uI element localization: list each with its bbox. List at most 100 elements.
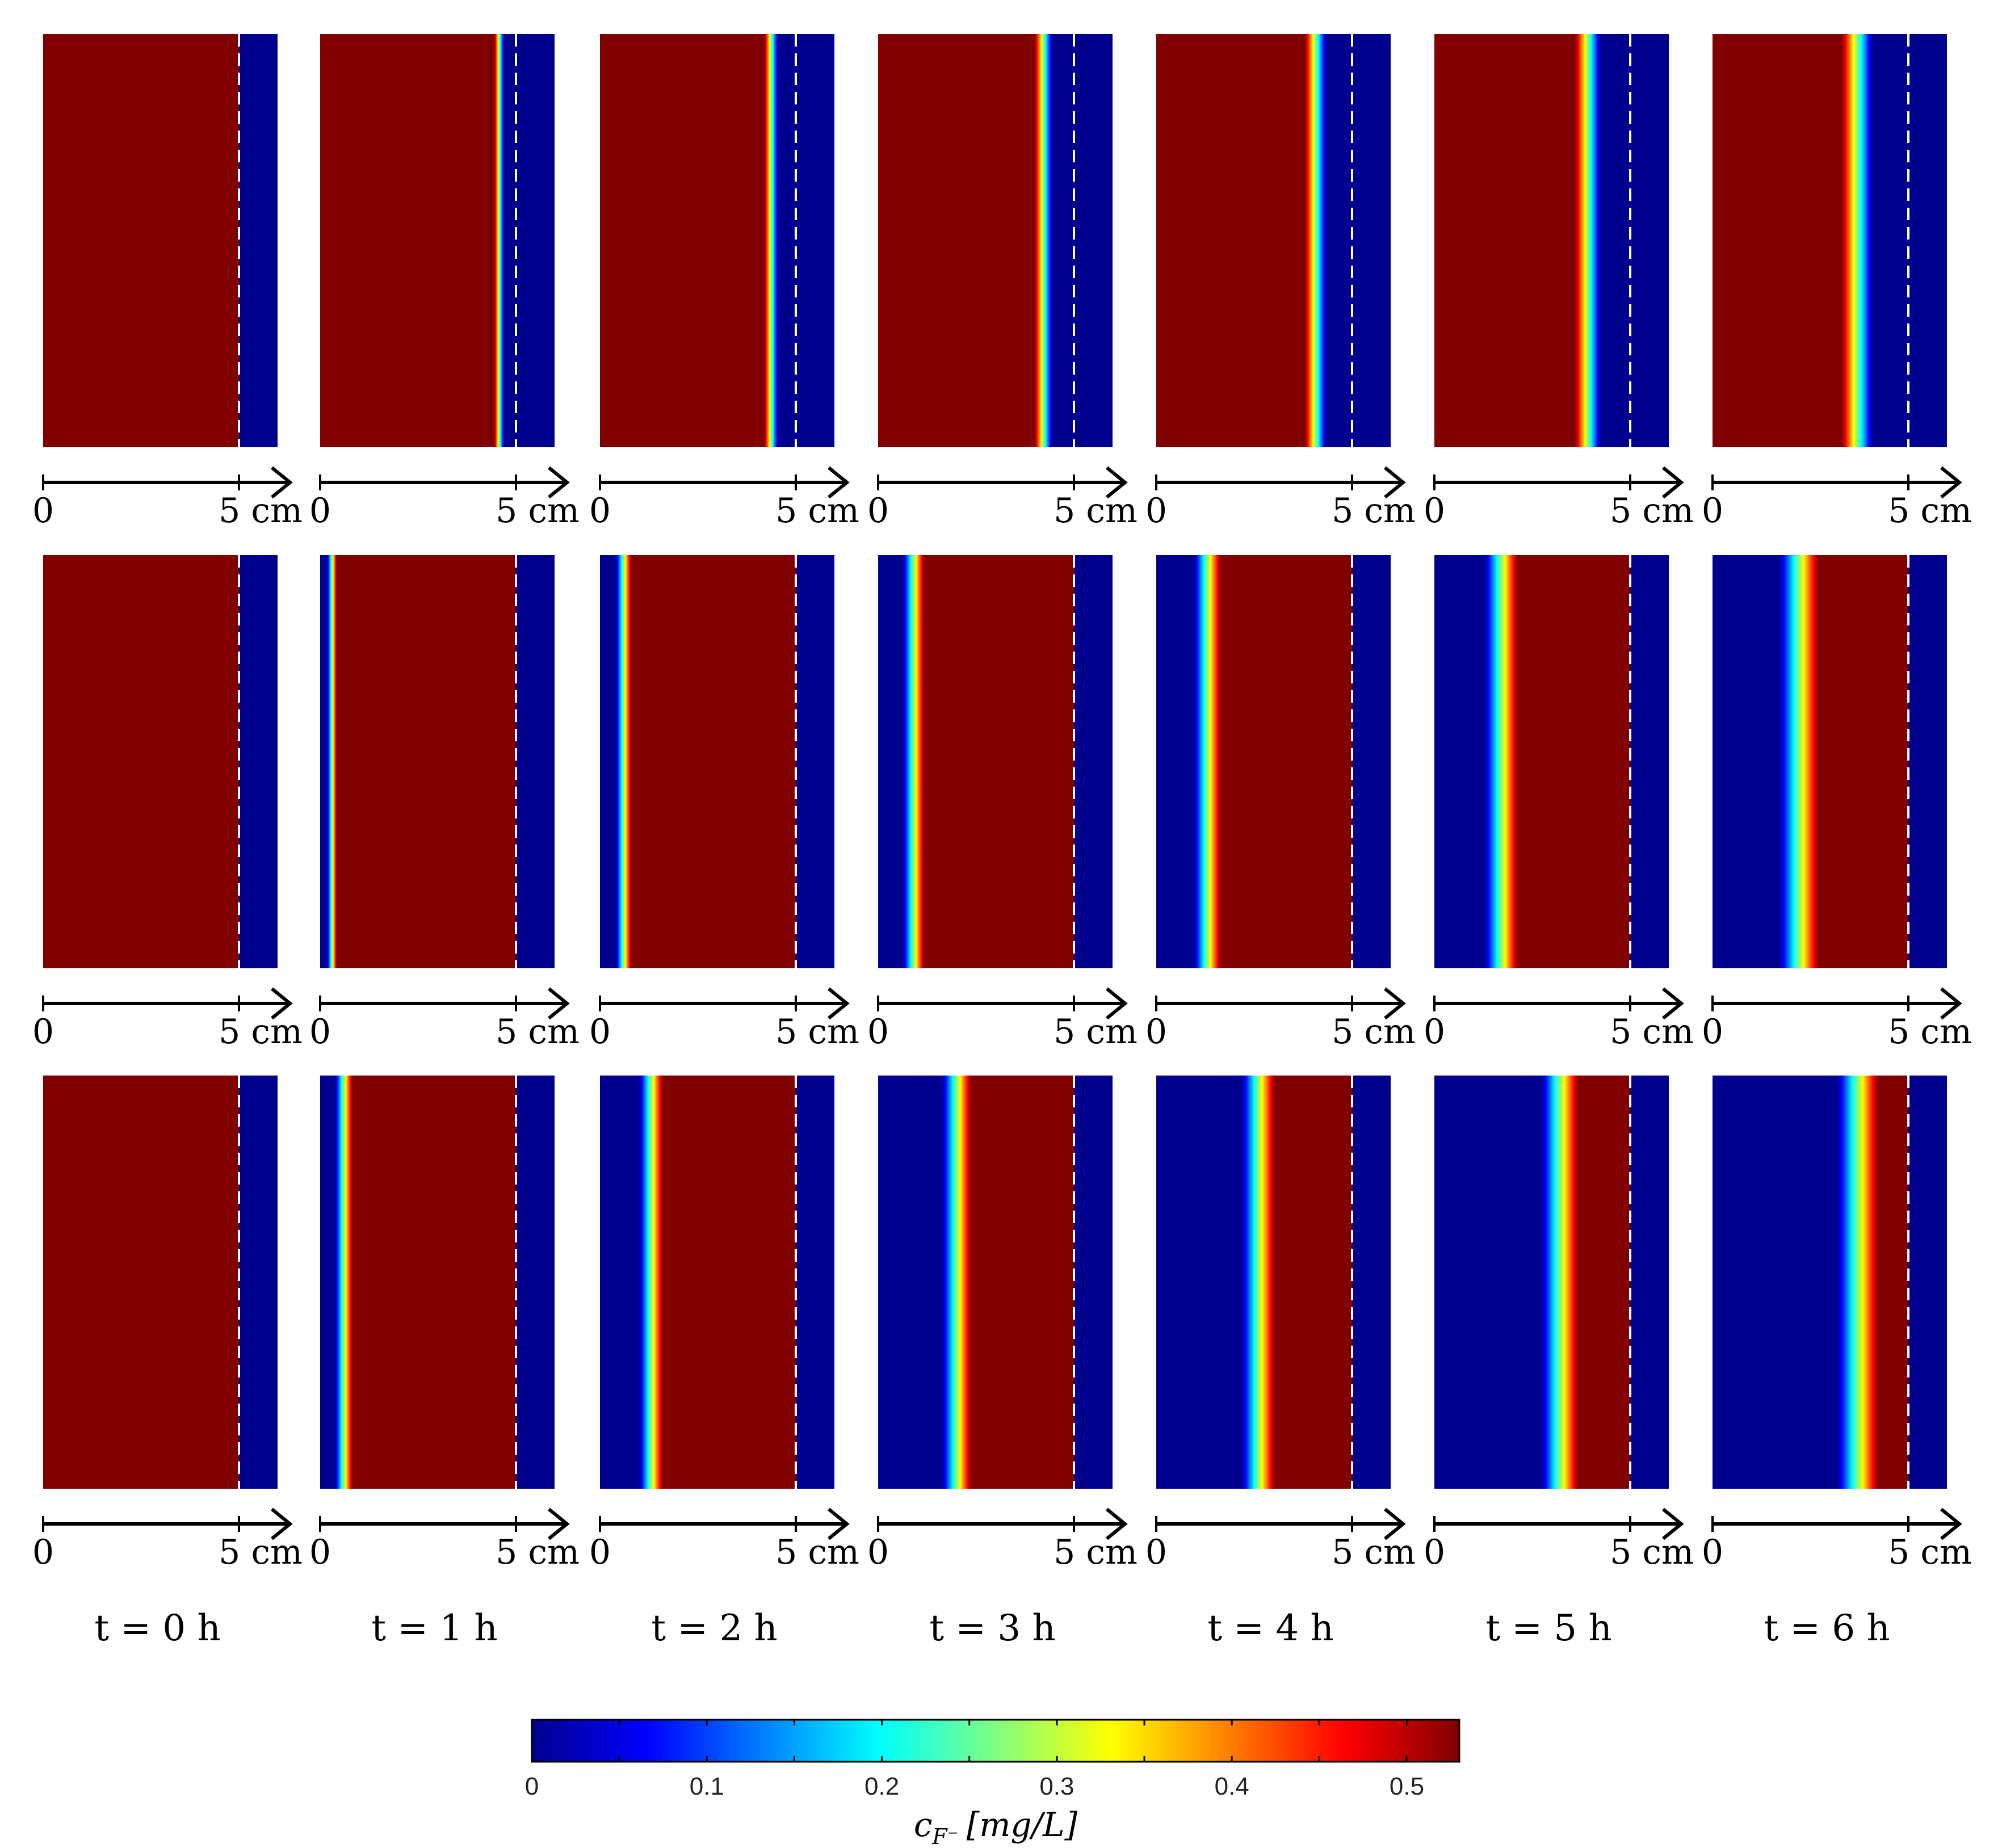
axis-label-end: 5 cm [496,1012,580,1052]
panel-r3-c1: 0 5 cm [32,1076,303,1572]
axis-label-end: 5 cm [1610,1012,1694,1052]
heatmap-cell [878,555,1113,968]
axis-arrowhead [828,466,850,499]
axis-label-end: 5 cm [219,491,303,531]
axis-label-start: 0 [1145,491,1167,531]
axis-arrowhead [1106,466,1128,499]
axis-label-end: 5 cm [1054,1012,1138,1052]
heatmap-cell [600,34,834,447]
colorbar-title: cF⁻ [mg/L] [914,1805,1078,1848]
panel-r2-c7: 0 5 cm [1702,555,1972,1052]
axis-label-end: 5 cm [219,1012,303,1052]
heatmap-cell [43,1076,278,1489]
time-label: t = 1 h [371,1607,497,1649]
axis-label-start: 0 [1424,1532,1445,1572]
panel-r1-c1: 0 5 cm [32,34,303,531]
heatmap-cell [878,1076,1113,1489]
axis-label-end: 5 cm [219,1532,303,1572]
axis-arrowhead [271,987,293,1020]
axis-label-start: 0 [309,1012,331,1052]
colorbar-tick-label: 0 [525,1773,539,1800]
axis-label-start: 0 [867,1012,889,1052]
panel-r1-c5: 0 5 cm [1145,34,1416,531]
axis-arrowhead [1106,987,1128,1020]
axis-label-start: 0 [1702,1532,1723,1572]
time-label: t = 2 h [651,1607,777,1649]
panel-r2-c6: 0 5 cm [1424,555,1694,1052]
heatmap-cell [878,34,1113,447]
panel-r2-c4: 0 5 cm [867,555,1138,1052]
axis-label-start: 0 [867,491,889,531]
heatmap-cell [1713,1076,1947,1489]
heatmap-cell [1713,34,1947,447]
time-label: t = 5 h [1485,1607,1611,1649]
axis-arrowhead [1384,466,1406,499]
heatmap-cell [600,1076,834,1489]
axis-label-end: 5 cm [496,491,580,531]
heatmap-cell [600,555,834,968]
panel-r2-c1: 0 5 cm [32,555,303,1052]
axis-arrowhead [1384,1507,1406,1540]
colorbar-gradient [531,1719,1460,1763]
axis-label-start: 0 [1145,1012,1167,1052]
axis-label-start: 0 [1424,1012,1445,1052]
colorbar-tick-label: 0.3 [1039,1773,1074,1800]
time-label: t = 3 h [929,1607,1055,1649]
axis-label-start: 0 [1702,491,1723,531]
axis-arrowhead [271,1507,293,1540]
axis-arrowhead [1940,1507,1962,1540]
axis-arrowhead [1662,1507,1684,1540]
axis-arrowhead [1662,987,1684,1020]
colorbar-tick-label: 0.4 [1215,1773,1249,1800]
axis-arrowhead [1384,987,1406,1020]
heatmap-cell [43,34,278,447]
axis-arrowhead [548,1507,570,1540]
axis-label-start: 0 [867,1532,889,1572]
axis-arrowhead [548,466,570,499]
axis-arrowhead [271,466,293,499]
panel-r3-c5: 0 5 cm [1145,1076,1416,1572]
axis-arrowhead [1940,466,1962,499]
heatmap-cell [1156,1076,1391,1489]
heatmap-cell [1156,34,1391,447]
axis-arrowhead [1106,1507,1128,1540]
colorbar-tick-label: 0.5 [1390,1773,1424,1800]
panel-r1-c4: 0 5 cm [867,34,1138,531]
axis-label-start: 0 [309,491,331,531]
axis-label-end: 5 cm [1054,491,1138,531]
axis-label-end: 5 cm [496,1532,580,1572]
time-label: t = 0 h [94,1607,220,1649]
axis-label-start: 0 [589,491,611,531]
panel-r3-c6: 0 5 cm [1424,1076,1694,1572]
heatmap-cell [320,34,555,447]
axis-label-end: 5 cm [775,1532,859,1572]
panel-r3-c3: 0 5 cm [589,1076,859,1572]
heatmap-cell [1434,1076,1669,1489]
axis-arrowhead [828,987,850,1020]
axis-label-start: 0 [589,1012,611,1052]
axis-label-end: 5 cm [1332,1012,1416,1052]
axis-label-end: 5 cm [775,1012,859,1052]
heatmap-cell [1434,34,1669,447]
heatmap-cell [320,555,555,968]
axis-label-start: 0 [1145,1532,1167,1572]
axis-label-start: 0 [1424,491,1445,531]
axis-arrowhead [1662,466,1684,499]
panel-r2-c2: 0 5 cm [309,555,580,1052]
panel-r1-c6: 0 5 cm [1424,34,1694,531]
heatmap-cell [320,1076,555,1489]
panel-r2-c3: 0 5 cm [589,555,859,1052]
heatmap-cell [1434,555,1669,968]
axis-label-start: 0 [32,1532,54,1572]
axis-label-end: 5 cm [1888,491,1972,531]
panel-r1-c3: 0 5 cm [589,34,859,531]
axis-label-end: 5 cm [1610,1532,1694,1572]
colorbar-tick-label: 0.2 [864,1773,899,1800]
axis-label-start: 0 [32,491,54,531]
axis-label-start: 0 [1702,1012,1723,1052]
panel-r1-c7: 0 5 cm [1702,34,1972,531]
panel-r3-c4: 0 5 cm [867,1076,1138,1572]
axis-label-end: 5 cm [1332,491,1416,531]
